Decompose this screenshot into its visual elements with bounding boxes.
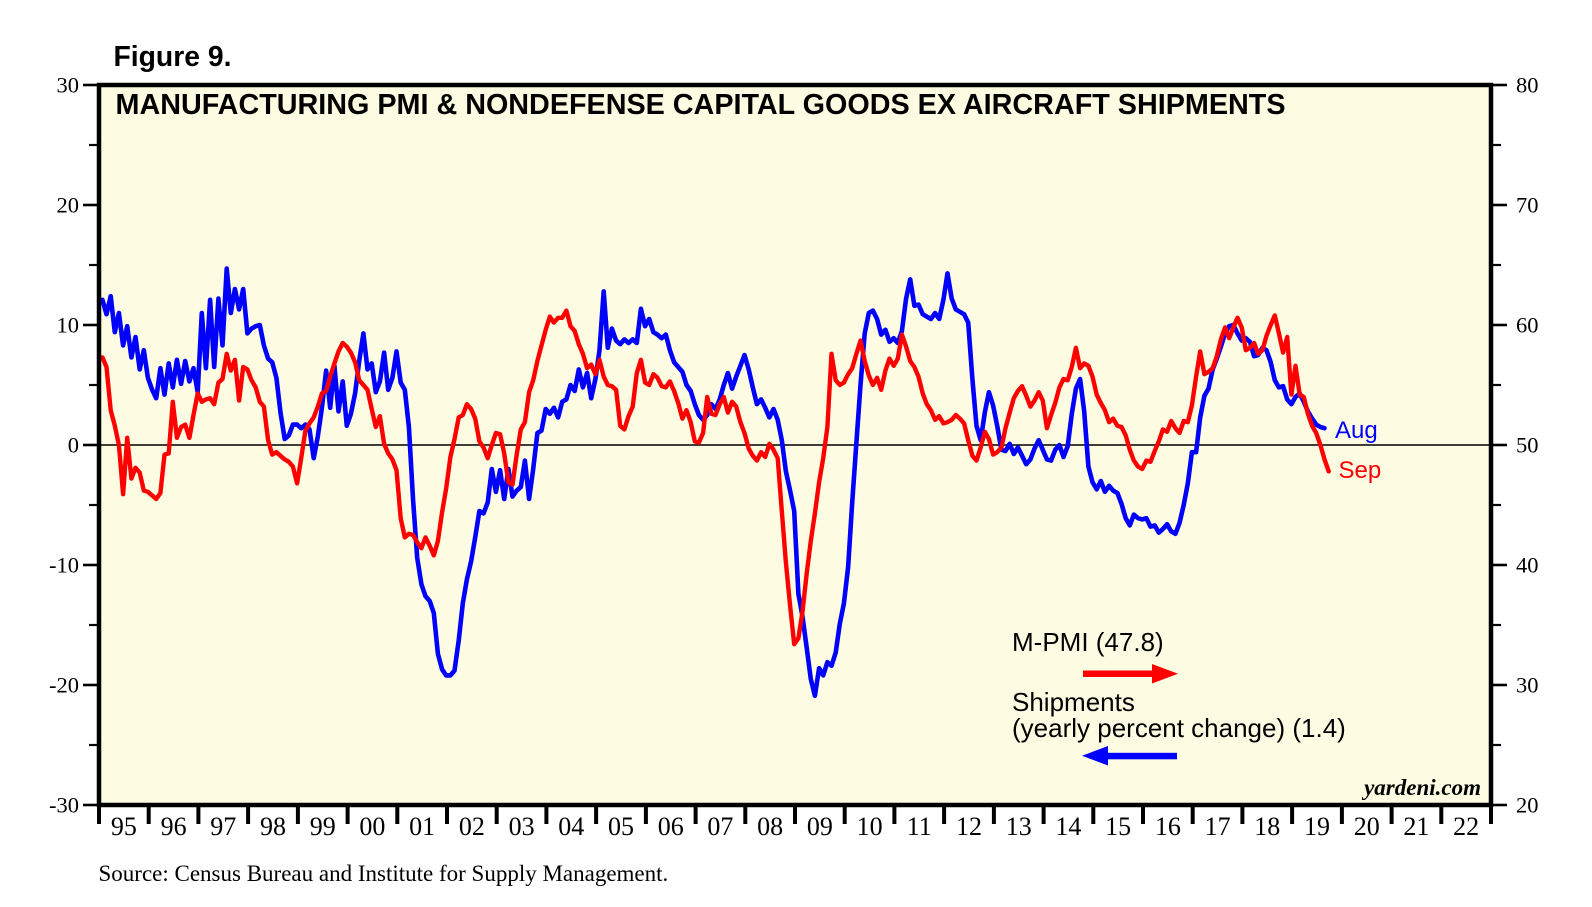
svg-text:08: 08 (757, 812, 783, 841)
svg-text:80: 80 (1516, 73, 1539, 98)
svg-text:16: 16 (1155, 812, 1181, 841)
svg-text:19: 19 (1304, 812, 1330, 841)
svg-text:09: 09 (807, 812, 833, 841)
svg-text:15: 15 (1105, 812, 1131, 841)
svg-text:20: 20 (1516, 793, 1539, 818)
svg-text:Source: Census Bureau and Inst: Source: Census Bureau and Institute for … (99, 861, 669, 886)
svg-text:30: 30 (57, 73, 80, 98)
svg-text:M-PMI (47.8): M-PMI (47.8) (1012, 627, 1164, 657)
svg-text:20: 20 (57, 193, 80, 218)
svg-text:06: 06 (658, 812, 684, 841)
svg-text:02: 02 (459, 812, 485, 841)
svg-text:99: 99 (310, 812, 336, 841)
svg-text:MANUFACTURING PMI & NONDEFENSE: MANUFACTURING PMI & NONDEFENSE CAPITAL G… (116, 89, 1286, 121)
svg-text:60: 60 (1516, 313, 1539, 338)
svg-text:(yearly percent change) (1.4): (yearly percent change) (1.4) (1012, 713, 1346, 743)
svg-text:95: 95 (111, 812, 137, 841)
svg-text:Sep: Sep (1339, 457, 1382, 484)
svg-text:14: 14 (1055, 812, 1081, 841)
svg-text:Shipments: Shipments (1012, 687, 1135, 717)
svg-text:12: 12 (956, 812, 982, 841)
svg-text:40: 40 (1516, 553, 1539, 578)
svg-text:18: 18 (1254, 812, 1280, 841)
svg-text:-20: -20 (49, 673, 79, 698)
svg-text:11: 11 (907, 812, 932, 841)
svg-text:98: 98 (260, 812, 286, 841)
svg-text:05: 05 (608, 812, 634, 841)
svg-text:Figure 9.: Figure 9. (114, 40, 232, 72)
svg-text:01: 01 (409, 812, 435, 841)
svg-text:07: 07 (707, 812, 733, 841)
svg-text:22: 22 (1453, 812, 1479, 841)
svg-text:50: 50 (1516, 433, 1539, 458)
svg-text:03: 03 (509, 812, 535, 841)
svg-text:96: 96 (161, 812, 187, 841)
svg-text:17: 17 (1205, 812, 1231, 841)
svg-text:21: 21 (1403, 812, 1429, 841)
svg-text:04: 04 (558, 812, 584, 841)
svg-text:-30: -30 (49, 793, 79, 818)
svg-text:Aug: Aug (1335, 417, 1378, 444)
svg-text:13: 13 (1006, 812, 1032, 841)
svg-text:70: 70 (1516, 193, 1539, 218)
svg-text:0: 0 (68, 433, 79, 458)
svg-text:10: 10 (57, 313, 80, 338)
svg-text:yardeni.com: yardeni.com (1361, 775, 1481, 800)
svg-text:10: 10 (857, 812, 883, 841)
svg-text:97: 97 (210, 812, 236, 841)
svg-text:-10: -10 (49, 553, 79, 578)
svg-text:00: 00 (359, 812, 385, 841)
svg-text:20: 20 (1354, 812, 1380, 841)
svg-text:30: 30 (1516, 673, 1539, 698)
